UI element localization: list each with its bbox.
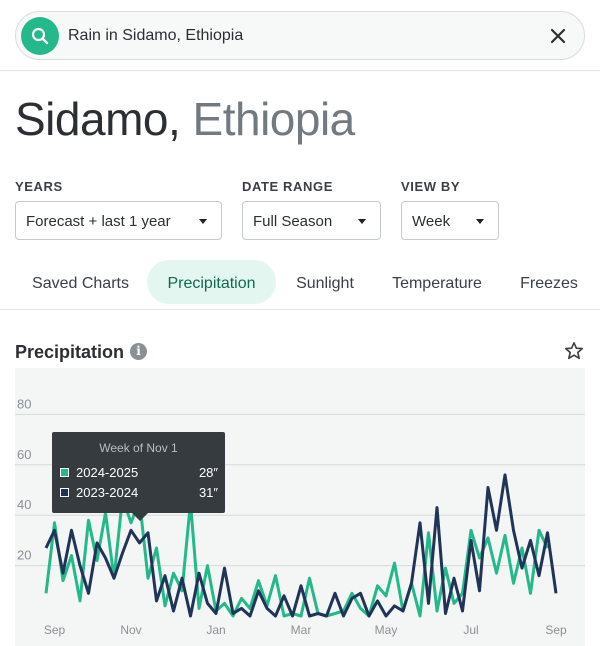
series-line-2023-2024 [44, 473, 558, 618]
view-by-dropdown-value: Week [412, 213, 451, 230]
page-title-city: Sidamo, [15, 93, 181, 145]
tooltip-header: Week of Nov 1 [99, 441, 178, 455]
tab-saved-charts[interactable]: Saved Charts [32, 275, 129, 292]
tooltip-series-value: 28″ [198, 465, 218, 480]
y-tick-label: 40 [17, 497, 31, 512]
search-input[interactable]: Rain in Sidamo, Ethiopia [68, 27, 244, 44]
page-title-country: Ethiopia [192, 93, 356, 145]
x-tick-label: May [375, 623, 398, 637]
years-label: YEARS [15, 179, 63, 194]
x-tick-label: Mar [291, 623, 312, 637]
tooltip-series-name: 2023-2024 [76, 485, 139, 500]
legend-swatch-current [60, 468, 69, 477]
x-tick-label: Nov [120, 623, 141, 637]
x-tick-label: Jan [206, 623, 225, 637]
years-dropdown-value: Forecast + last 1 year [26, 213, 171, 230]
chart-tooltip: Week of Nov 1 2024-2025 28″ 2023-2024 31… [52, 432, 225, 521]
tooltip-row-previous: 2023-2024 31″ [60, 485, 218, 501]
caret-down-icon [199, 219, 207, 224]
chart-tabs: Saved Charts Precipitation Sunlight Temp… [0, 258, 600, 310]
section-title: Precipitation [15, 342, 125, 362]
x-tick-label: Sep [44, 623, 66, 637]
page-title: Sidamo, Ethiopia [15, 92, 355, 146]
y-tick-label: 20 [17, 548, 31, 563]
search-bar[interactable]: Rain in Sidamo, Ethiopia [15, 11, 585, 60]
tooltip-pointer [132, 513, 148, 521]
tab-temperature[interactable]: Temperature [392, 275, 482, 292]
series-line-2024-2025 [44, 496, 549, 618]
tab-freezes[interactable]: Freezes [520, 275, 578, 292]
x-tick-label: Sep [545, 623, 567, 637]
info-icon[interactable]: i [130, 343, 147, 360]
view-by-label: VIEW BY [401, 179, 461, 194]
star-icon[interactable] [564, 341, 584, 361]
years-dropdown[interactable]: Forecast + last 1 year [15, 201, 222, 240]
date-range-label: DATE RANGE [242, 179, 333, 194]
caret-down-icon [358, 219, 366, 224]
chart-svg: 20 40 60 80 Sep Nov Jan Mar May Jul Sep [15, 396, 585, 637]
search-icon [31, 27, 49, 45]
tooltip-series-name: 2024-2025 [76, 465, 139, 480]
y-tick-label: 60 [17, 447, 31, 462]
date-range-dropdown-value: Full Season [253, 213, 333, 230]
search-button[interactable] [21, 17, 59, 55]
tab-precipitation[interactable]: Precipitation [147, 260, 276, 304]
legend-swatch-previous [60, 488, 69, 497]
caret-down-icon [476, 219, 484, 224]
close-icon [550, 28, 566, 44]
clear-search-button[interactable] [546, 24, 570, 48]
tooltip-series-value: 31″ [198, 485, 218, 500]
x-tick-label: Jul [463, 623, 478, 637]
y-tick-label: 80 [17, 396, 31, 411]
view-by-dropdown[interactable]: Week [401, 201, 499, 240]
tab-sunlight[interactable]: Sunlight [296, 275, 354, 292]
search-header: Rain in Sidamo, Ethiopia [0, 0, 600, 71]
tooltip-row-current: 2024-2025 28″ [60, 465, 218, 481]
date-range-dropdown[interactable]: Full Season [242, 201, 381, 240]
